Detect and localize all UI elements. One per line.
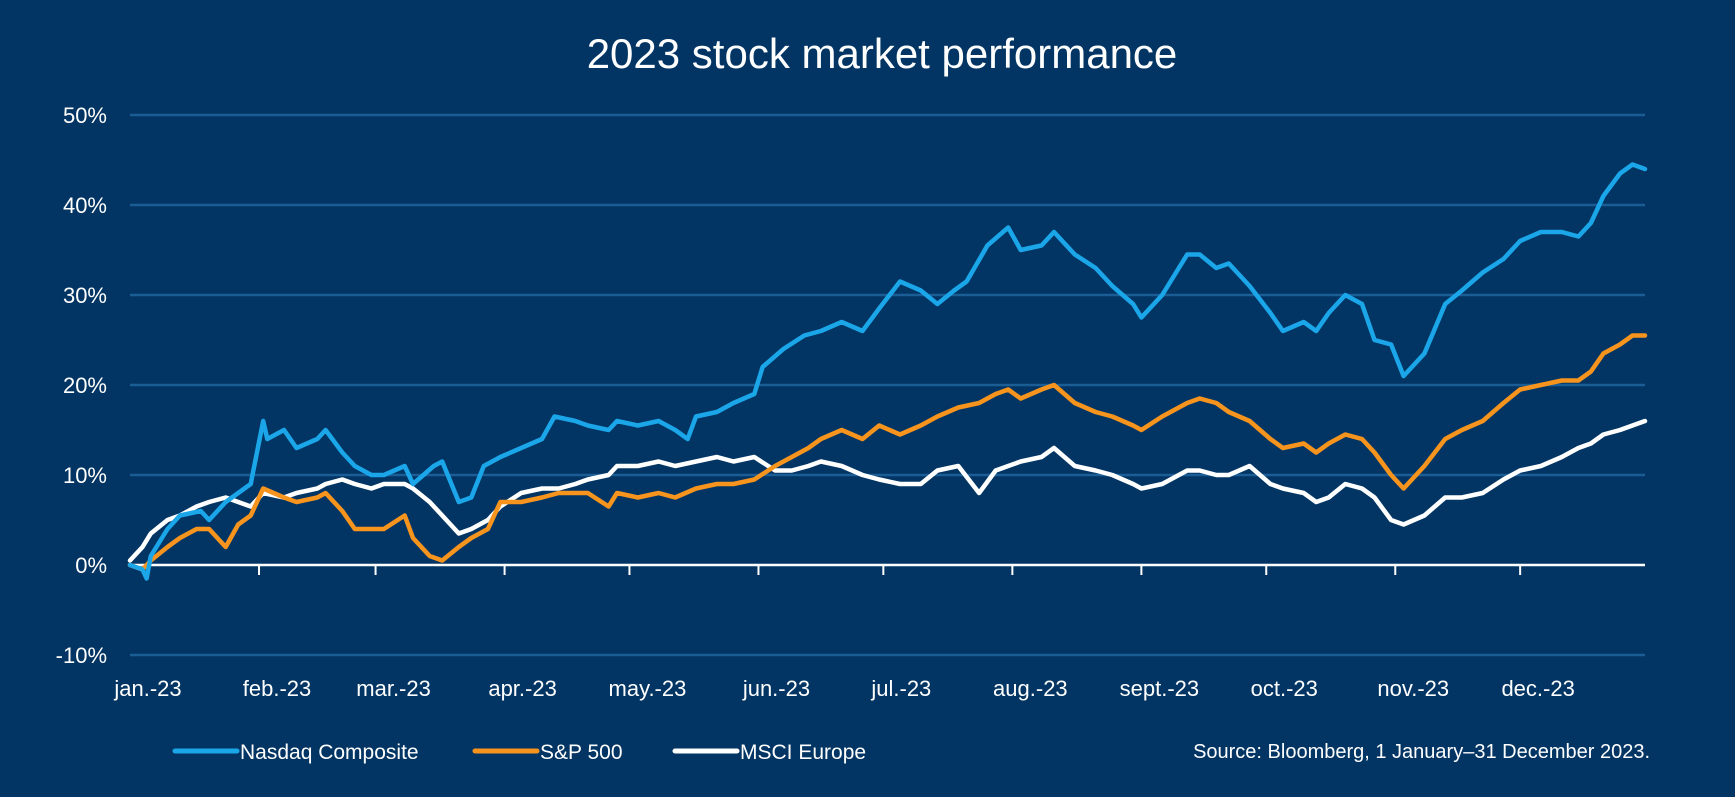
chart-title: 2023 stock market performance: [587, 30, 1178, 77]
x-tick-label: aug.-23: [993, 676, 1068, 701]
x-tick-label: mar.-23: [356, 676, 431, 701]
series-line-s-p-500: [127, 333, 1648, 572]
y-tick-label: 40%: [63, 193, 107, 218]
y-tick-label: -10%: [56, 643, 107, 668]
legend: Nasdaq Composite S&P 500 MSCI Europe: [172, 741, 866, 764]
x-tick-label: jul.-23: [870, 676, 931, 701]
x-tick-label: may.-23: [609, 676, 687, 701]
x-tick-label: sept.-23: [1120, 676, 1200, 701]
x-tick-label: dec.-23: [1501, 676, 1574, 701]
y-tick-label: 0%: [75, 553, 107, 578]
x-tick-label: apr.-23: [488, 676, 557, 701]
x-axis: jan.-23 feb.-23 mar.-23 apr.-23 may.-23 jun.-…: [113, 565, 1575, 701]
y-tick-label: 20%: [63, 373, 107, 398]
y-tick-label: 50%: [63, 103, 107, 128]
x-tick-label: feb.-23: [243, 676, 312, 701]
x-tick-label: nov.-23: [1377, 676, 1449, 701]
source-note: Source: Bloomberg, 1 January–31 December…: [1193, 741, 1650, 763]
y-tick-label: 10%: [63, 463, 107, 488]
x-tick-label: jun.-23: [742, 676, 810, 701]
y-axis: 50% 40% 30% 20% 10% 0% -10%: [56, 103, 107, 668]
x-tick-label: oct.-23: [1251, 676, 1318, 701]
legend-label: Nasdaq Composite: [240, 741, 419, 764]
series-line-msci-europe: [127, 418, 1648, 563]
x-tick-label: jan.-23: [113, 676, 181, 701]
grid: [130, 113, 1645, 657]
y-tick-label: 30%: [63, 283, 107, 308]
legend-label: MSCI Europe: [740, 741, 866, 764]
series-lines: [127, 162, 1648, 581]
legend-label: S&P 500: [540, 741, 623, 764]
series-line-nasdaq-composite: [127, 162, 1648, 581]
